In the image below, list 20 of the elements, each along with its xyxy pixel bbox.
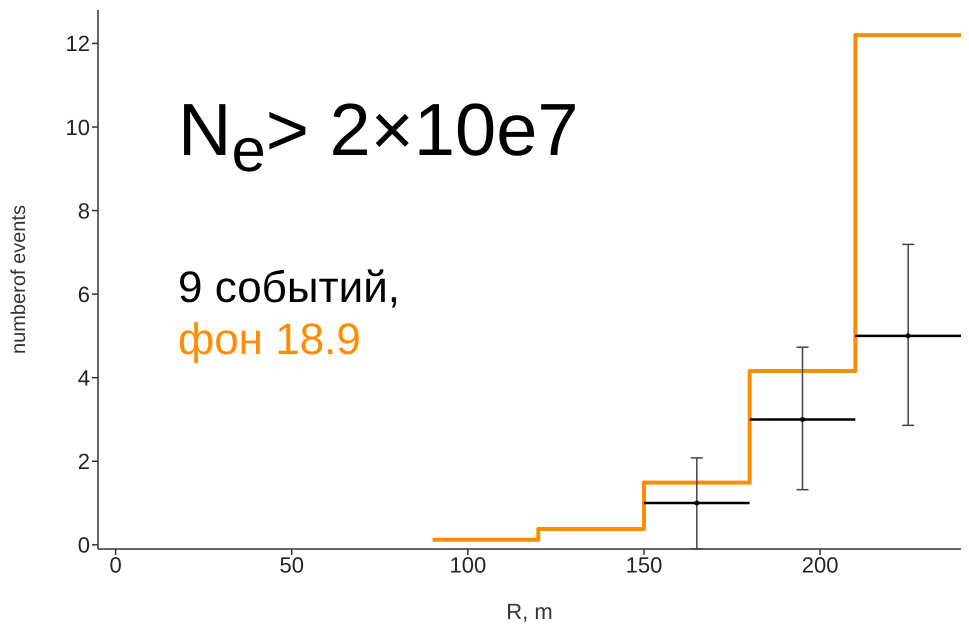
y-tick-label: 4	[78, 366, 90, 390]
y-tick-label: 10	[66, 114, 90, 140]
x-tick-label: 0	[109, 552, 122, 578]
annotation: фон 18.9	[178, 315, 361, 364]
x-tick-label: 150	[626, 552, 662, 578]
y-tick-label: 8	[78, 198, 90, 224]
y-tick-label: 0	[78, 532, 90, 558]
y-tick-label: 2	[78, 449, 90, 474]
x-tick-label: 200	[802, 552, 838, 578]
point	[694, 500, 700, 506]
y-tick-label: 12	[66, 31, 90, 56]
x-tick-label: 100	[450, 552, 486, 578]
x-axis-title: R, m	[506, 599, 553, 624]
annotation: 9 событий,	[178, 263, 400, 312]
x-tick-label: 50	[279, 552, 304, 578]
point	[906, 333, 911, 338]
y-tick-label: 6	[78, 282, 90, 307]
point	[800, 416, 805, 422]
annotation: N$_{e}$> 2×10e7	[178, 88, 579, 185]
y-axis-title: numberof events	[8, 205, 30, 354]
